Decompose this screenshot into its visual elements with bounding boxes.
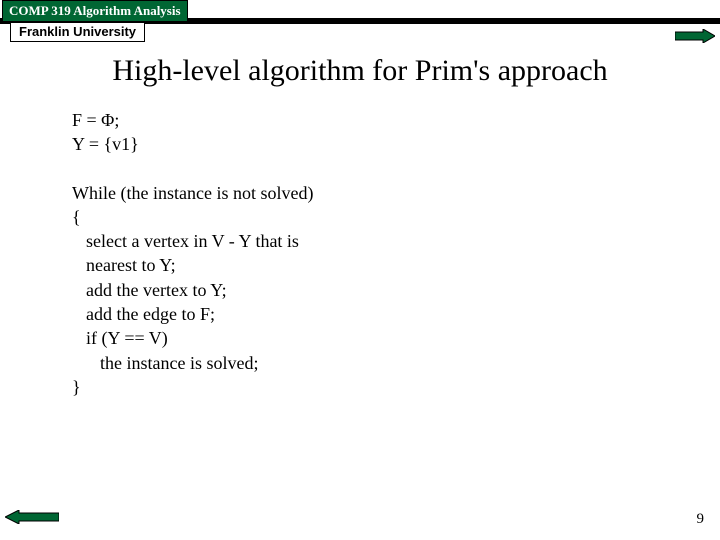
algo-line-init-f: F = Φ;: [72, 108, 313, 132]
algo-line-select1: select a vertex in V - Y that is: [72, 229, 313, 253]
university-box: Franklin University: [10, 22, 145, 42]
algo-line-while: While (the instance is not solved): [72, 181, 313, 205]
page-number: 9: [697, 511, 705, 528]
algo-line-solved: the instance is solved;: [72, 351, 313, 375]
course-title-text: COMP 319 Algorithm Analysis: [9, 3, 181, 18]
algo-line-close-brace: }: [72, 375, 313, 399]
algo-line-init-y: Y = {v1}: [72, 132, 313, 156]
page-number-text: 9: [697, 511, 705, 527]
course-title-box: COMP 319 Algorithm Analysis: [2, 0, 188, 22]
algo-line-open-brace: {: [72, 205, 313, 229]
next-arrow-icon: [675, 29, 715, 43]
slide-title: High-level algorithm for Prim's approach: [0, 54, 720, 88]
algo-line-if: if (Y == V): [72, 326, 313, 350]
prev-arrow-icon: [5, 510, 59, 524]
algorithm-body: F = Φ; Y = {v1} While (the instance is n…: [72, 108, 313, 399]
algo-line-add-vertex: add the vertex to Y;: [72, 278, 313, 302]
slide-title-text: High-level algorithm for Prim's approach: [112, 54, 607, 87]
algo-line-add-edge: add the edge to F;: [72, 302, 313, 326]
algo-line-select2: nearest to Y;: [72, 253, 313, 277]
university-text: Franklin University: [19, 24, 136, 39]
